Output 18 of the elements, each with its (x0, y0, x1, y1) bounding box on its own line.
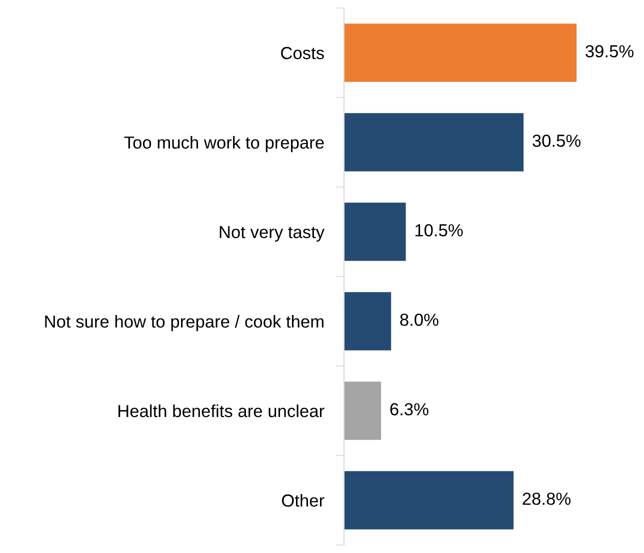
y-tick-label: Other (282, 494, 324, 507)
data-label: 30.5% (532, 134, 581, 147)
bar (344, 24, 577, 82)
bar (344, 471, 514, 530)
data-label: 39.5% (586, 45, 634, 58)
y-tick-label: Not very tasty (220, 226, 325, 242)
bar (344, 292, 392, 350)
y-tick-label: Costs (281, 46, 324, 60)
data-label: 6.3% (390, 403, 428, 416)
data-label: 8.0% (400, 314, 438, 326)
y-tick-label: Health benefits are unclear (118, 404, 324, 418)
bar (344, 113, 524, 172)
y-tick-label: Too much work to prepare (124, 136, 324, 152)
y-tick-label: Not sure how to prepare / cook them (45, 314, 324, 332)
bar (344, 382, 382, 440)
data-label: 10.5% (415, 224, 463, 236)
data-label: 28.8% (522, 492, 571, 505)
bar (344, 202, 406, 261)
